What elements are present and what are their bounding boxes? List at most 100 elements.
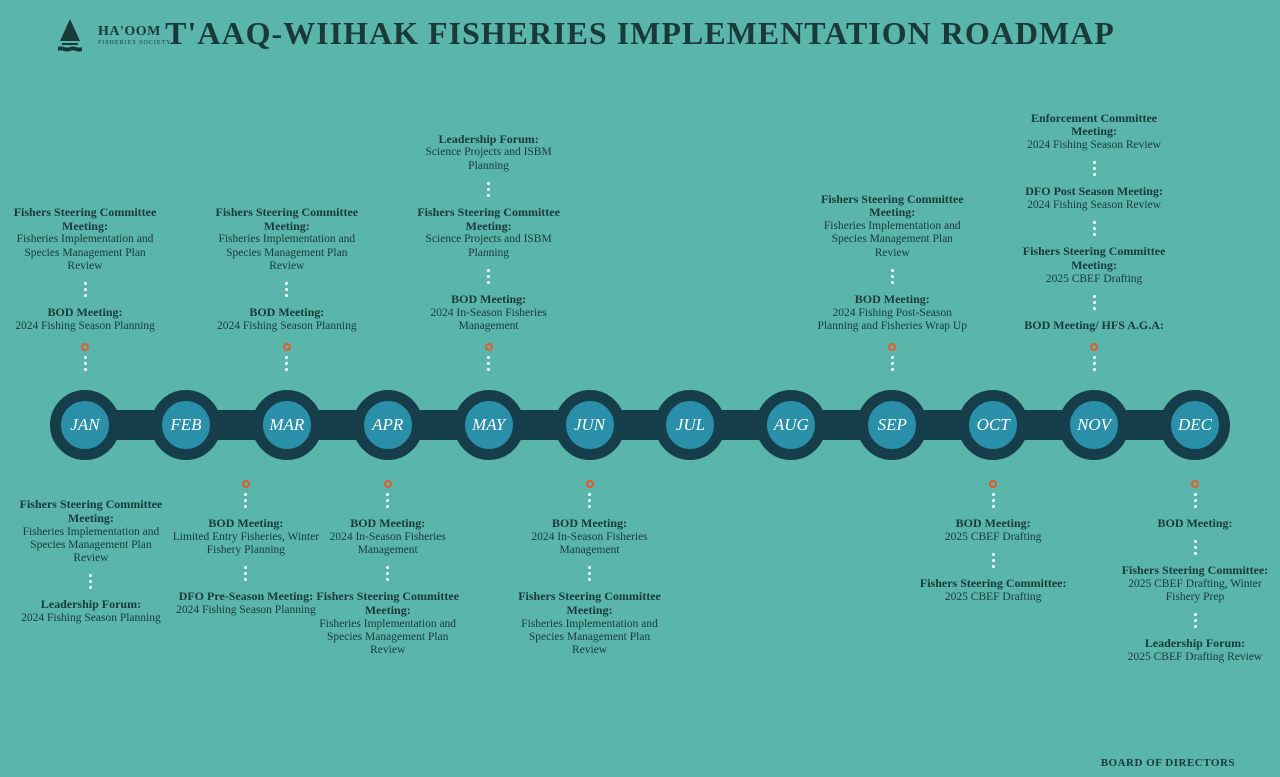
month-node-sep: SEP [857,390,927,460]
timeline: JANFEBMARAPRMAYJUNJULAUGSEPOCTNOVDEC BOD… [50,390,1230,460]
event-block: DFO Pre-Season Meeting:2024 Fishing Seas… [171,590,321,617]
month-node-jun: JUN [555,390,625,460]
event-title: Fishers Steering Committee Meeting: [16,498,166,526]
month-node-dec: DEC [1160,390,1230,460]
event-desc: 2025 CBEF Drafting [918,591,1068,604]
event-block: BOD Meeting: [1120,517,1270,531]
event-title: DFO Pre-Season Meeting: [171,590,321,604]
event-block: BOD Meeting:Limited Entry Fisheries, Win… [171,517,321,557]
event-title: BOD Meeting: [10,306,160,320]
event-desc: 2024 Fishing Post-Season Planning and Fi… [817,307,967,333]
event-desc: Fisheries Implementation and Species Man… [10,233,160,273]
event-title: Leadership Forum: [1120,637,1270,651]
event-group: BOD Meeting:2024 In-Season Fisheries Man… [414,130,564,378]
event-title: Leadership Forum: [16,598,166,612]
event-desc: Fisheries Implementation and Species Man… [817,220,967,260]
event-desc: Fisheries Implementation and Species Man… [212,233,362,273]
footer-label: BOARD OF DIRECTORS [1101,757,1235,769]
event-block: BOD Meeting:2024 Fishing Post-Season Pla… [817,293,967,333]
event-title: Fishers Steering Committee Meeting: [10,206,160,234]
event-block: BOD Meeting:2024 Fishing Season Planning [212,306,362,333]
month-node-may: MAY [454,390,524,460]
event-desc: Science Projects and ISBM Planning [414,233,564,259]
month-node-nov: NOV [1059,390,1129,460]
event-desc: 2025 CBEF Drafting, Winter Fishery Prep [1120,578,1270,604]
event-desc: 2024 In-Season Fisheries Management [313,531,463,557]
event-title: BOD Meeting: [817,293,967,307]
event-group: BOD Meeting:2024 Fishing Season Planning… [10,203,160,377]
event-title: BOD Meeting/ HFS A.G.A: [1019,319,1169,333]
event-title: DFO Post Season Meeting: [1019,185,1169,199]
event-title: Enforcement Committee Meeting: [1019,112,1169,140]
event-desc: Fisheries Implementation and Species Man… [16,526,166,566]
month-node-feb: FEB [151,390,221,460]
event-group: BOD Meeting/ HFS A.G.A: Fishers Steering … [1019,109,1169,377]
event-block: BOD Meeting:2024 In-Season Fisheries Man… [313,517,463,557]
event-block: BOD Meeting:2025 CBEF Drafting [918,517,1068,544]
page-title: T'AAQ-WIIHAK FISHERIES IMPLEMENTATION RO… [0,15,1280,52]
event-title: BOD Meeting: [171,517,321,531]
event-title: Fishers Steering Committee Meeting: [515,590,665,618]
month-node-oct: OCT [958,390,1028,460]
event-block: Fishers Steering Committee Meeting:Fishe… [515,590,665,657]
event-block: DFO Post Season Meeting:2024 Fishing Sea… [1019,185,1169,212]
event-block: BOD Meeting:2024 In-Season Fisheries Man… [414,293,564,333]
event-title: Fishers Steering Committee Meeting: [313,590,463,618]
event-group: BOD Meeting:2024 Fishing Season Planning… [212,203,362,377]
event-title: BOD Meeting: [1120,517,1270,531]
event-group: BOD Meeting:Limited Entry Fisheries, Win… [171,473,321,620]
event-block: Fishers Steering Committee Meeting:Fishe… [212,206,362,273]
event-desc: 2025 CBEF Drafting Review [1120,651,1270,664]
event-title: Fishers Steering Committee Meeting: [414,206,564,234]
event-block: BOD Meeting/ HFS A.G.A: [1019,319,1169,333]
event-group: Fishers Steering Committee Meeting:Fishe… [16,495,166,628]
month-node-mar: MAR [252,390,322,460]
event-title: Fishers Steering Committee Meeting: [817,193,967,221]
month-node-jul: JUL [655,390,725,460]
event-desc: 2024 Fishing Season Planning [10,320,160,333]
event-title: Fishers Steering Committee: [1120,564,1270,578]
event-group: BOD Meeting:2025 CBEF DraftingFishers St… [918,473,1068,607]
event-desc: Fisheries Implementation and Species Man… [515,618,665,658]
event-block: Fishers Steering Committee Meeting:Fishe… [817,193,967,260]
event-block: BOD Meeting:2024 In-Season Fisheries Man… [515,517,665,557]
event-group: BOD Meeting:2024 Fishing Post-Season Pla… [817,190,967,377]
event-block: Enforcement Committee Meeting:2024 Fishi… [1019,112,1169,153]
event-block: Fishers Steering Committee:2025 CBEF Dra… [1120,564,1270,604]
event-title: BOD Meeting: [414,293,564,307]
event-desc: Science Projects and ISBM Planning [414,146,564,172]
month-nodes: JAN FEB MAR APR MAY JUN JUL AUG SEP OCT NOV DEC [50,390,1230,460]
event-block: Fishers Steering Committee Meeting:Fishe… [10,206,160,273]
event-block: Fishers Steering Committee Meeting:Fishe… [16,498,166,565]
event-desc: 2025 CBEF Drafting [1019,273,1169,286]
event-block: Leadership Forum:Science Projects and IS… [414,133,564,173]
event-block: Fishers Steering Committee:2025 CBEF Dra… [918,577,1068,604]
event-desc: 2024 Fishing Season Planning [212,320,362,333]
event-block: Leadership Forum:2024 Fishing Season Pla… [16,598,166,625]
event-desc: 2024 Fishing Season Planning [171,604,321,617]
event-block: Leadership Forum:2025 CBEF Drafting Revi… [1120,637,1270,664]
event-title: BOD Meeting: [313,517,463,531]
event-desc: 2024 Fishing Season Review [1019,139,1169,152]
event-desc: 2025 CBEF Drafting [918,531,1068,544]
event-title: BOD Meeting: [212,306,362,320]
month-node-jan: JAN [50,390,120,460]
event-block: Fishers Steering Committee Meeting:2025 … [1019,245,1169,286]
event-desc: 2024 In-Season Fisheries Management [414,307,564,333]
event-title: Leadership Forum: [414,133,564,147]
event-group: BOD Meeting:Fishers Steering Committee:2… [1120,473,1270,667]
event-block: BOD Meeting:2024 Fishing Season Planning [10,306,160,333]
event-title: BOD Meeting: [515,517,665,531]
event-desc: 2024 Fishing Season Review [1019,199,1169,212]
event-title: Fishers Steering Committee Meeting: [212,206,362,234]
event-title: Fishers Steering Committee Meeting: [1019,245,1169,273]
event-title: Fishers Steering Committee: [918,577,1068,591]
event-desc: Fisheries Implementation and Species Man… [313,618,463,658]
event-block: Fishers Steering Committee Meeting:Scien… [414,206,564,260]
month-node-aug: AUG [756,390,826,460]
month-node-apr: APR [353,390,423,460]
event-block: Fishers Steering Committee Meeting:Fishe… [313,590,463,657]
event-title: BOD Meeting: [918,517,1068,531]
event-group: BOD Meeting:2024 In-Season Fisheries Man… [515,473,665,660]
event-group: BOD Meeting:2024 In-Season Fisheries Man… [313,473,463,660]
